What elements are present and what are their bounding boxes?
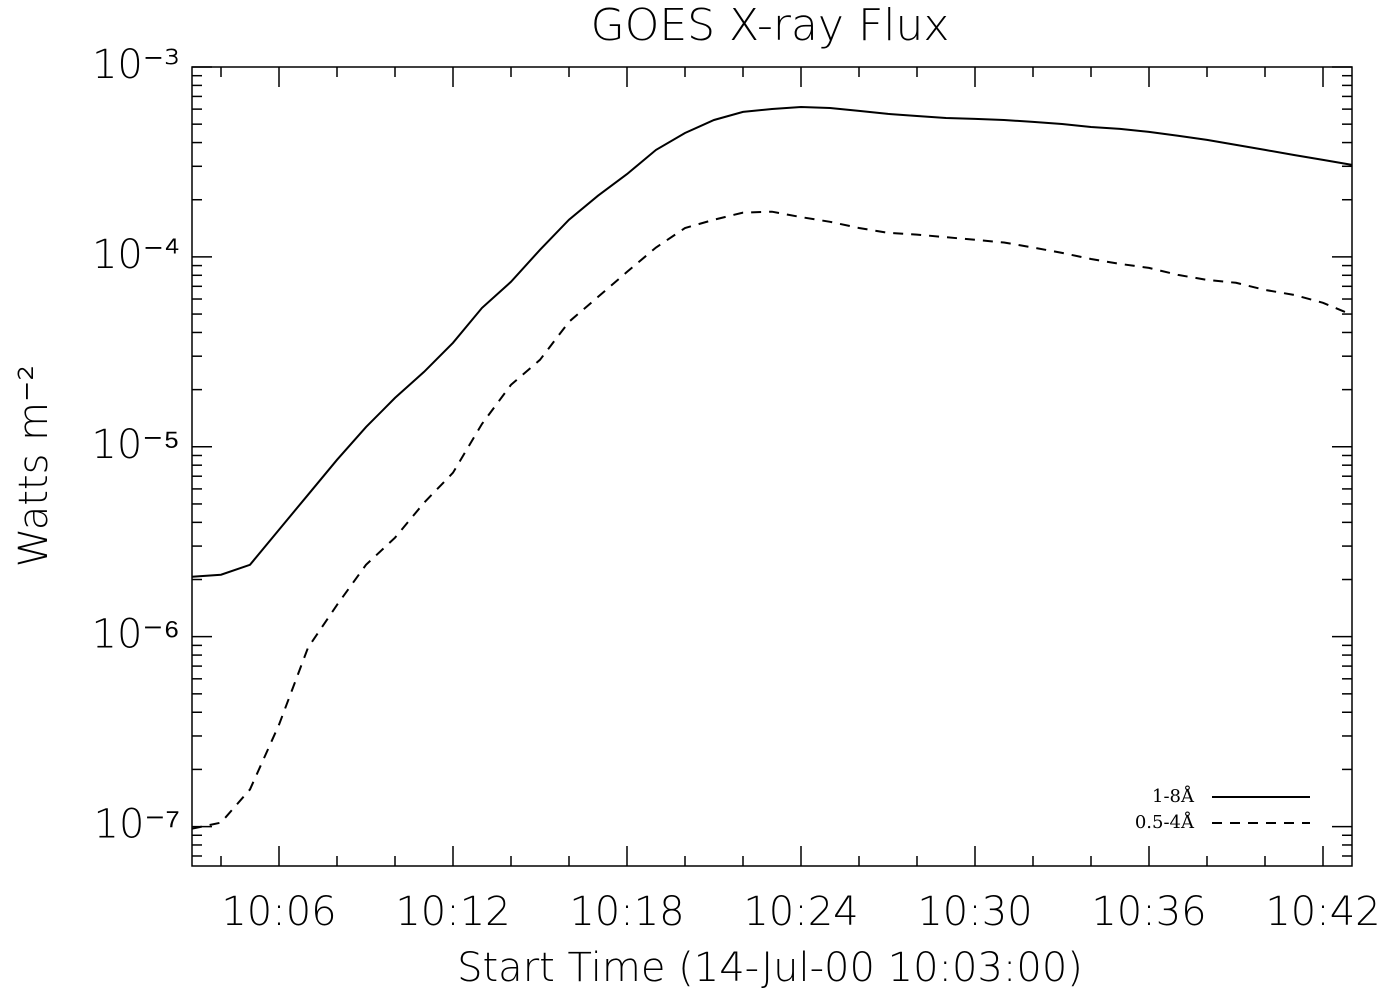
legend-label: 0.5-4Å (1135, 811, 1195, 833)
chart-title: GOES X-ray Flux (591, 0, 950, 51)
x-tick-label: 10:42 (1265, 889, 1380, 935)
y-axis-label: Watts m⁻² (11, 365, 57, 568)
legend-label: 1-8Å (1152, 785, 1195, 807)
x-tick-label: 10:24 (743, 889, 858, 935)
x-tick-label: 10:12 (395, 889, 510, 935)
y-tick-label: 10⁻⁶ (92, 612, 180, 658)
x-tick-label: 10:06 (221, 889, 336, 935)
x-tick-label: 10:18 (569, 889, 684, 935)
y-tick-label: 10⁻⁴ (92, 232, 180, 278)
y-tick-label: 10⁻⁵ (91, 422, 180, 468)
x-tick-label: 10:36 (1091, 889, 1206, 935)
y-tick-label: 10⁻⁷ (94, 802, 180, 848)
series-line (191, 105, 1353, 578)
y-tick-label: 10⁻³ (92, 42, 180, 88)
plot-frame (191, 66, 1353, 867)
series-line (191, 210, 1353, 830)
x-tick-label: 10:30 (917, 889, 1032, 935)
x-axis-label: Start Time (14-Jul-00 10:03:00) (457, 945, 1083, 991)
